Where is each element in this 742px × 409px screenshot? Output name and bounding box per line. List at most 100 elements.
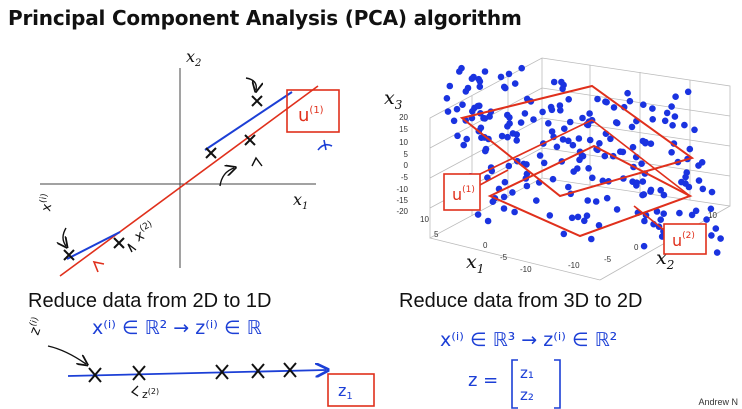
u1-pointer-mark	[317, 139, 333, 151]
scatter-point	[581, 217, 588, 225]
scatter-point	[565, 137, 572, 145]
z-tick: -5	[401, 173, 409, 182]
scatter-point	[548, 128, 556, 135]
point-arrow	[219, 168, 234, 187]
z-tick: 5	[404, 150, 409, 159]
scatter-point	[708, 232, 715, 239]
scatter-point	[501, 178, 509, 186]
projected-point	[283, 362, 297, 378]
scatter-point	[539, 108, 546, 116]
scatter-point	[660, 210, 667, 217]
scatter-point	[477, 124, 485, 132]
x2-tick: 10	[708, 211, 717, 220]
scatter-point	[671, 113, 679, 120]
scatter-point	[672, 93, 679, 100]
scatter-point	[536, 152, 544, 159]
scatter-point	[443, 95, 451, 102]
scatter-point	[450, 117, 458, 125]
vector-lhs: z =	[468, 370, 498, 391]
z-tick: 20	[399, 113, 408, 122]
scatter-point	[500, 193, 508, 201]
scatter-point	[588, 235, 595, 243]
scatter-point	[583, 212, 591, 219]
z1-line	[67, 370, 326, 376]
scatter-point	[558, 78, 565, 86]
scatter-point	[691, 126, 698, 134]
scatter-point	[513, 137, 520, 144]
z-tick: 15	[399, 125, 408, 134]
scatter-point	[707, 205, 715, 213]
scatter-point	[478, 134, 485, 141]
scatter-point	[688, 211, 696, 219]
scatter-point	[476, 83, 484, 90]
scatter-point	[511, 208, 518, 216]
scatter-point	[463, 135, 471, 143]
x1-tick: -5	[500, 253, 508, 262]
data-point	[205, 147, 217, 159]
x3-axis-label: x3	[384, 87, 403, 112]
scatter-point	[684, 88, 692, 96]
point-arrow	[63, 227, 66, 246]
scatter-point	[657, 186, 664, 194]
scatter-point	[497, 73, 505, 81]
right-caption: Reduce data from 3D to 2D	[399, 290, 643, 312]
scatter-point	[557, 107, 564, 114]
scatter-point	[682, 180, 689, 187]
scatter-point	[553, 143, 561, 151]
scatter-point	[566, 118, 574, 126]
scatter-point	[533, 197, 540, 204]
scatter-point	[500, 205, 508, 212]
scatter-point	[482, 147, 489, 155]
scatter-point	[657, 216, 664, 223]
x2-tick: 0	[634, 243, 639, 252]
scatter-point	[663, 109, 671, 117]
scatter-point	[695, 162, 702, 169]
scatter-point	[481, 115, 489, 122]
right-3d-plot: x3 20 15 10 5 0 -5 -10 -15 -20 10 5 0 -5…	[384, 57, 731, 281]
data-point	[113, 237, 125, 249]
author-credit: Andrew N	[698, 397, 738, 407]
scatter-point	[695, 177, 703, 184]
left-2d-plot: x2 x1 u(1)	[39, 47, 340, 277]
scatter-point	[610, 104, 618, 111]
scatter-point	[459, 101, 466, 108]
scatter-point	[574, 213, 582, 221]
scatter-point	[511, 80, 519, 87]
scatter-point	[474, 102, 482, 110]
scatter-point	[502, 84, 509, 92]
x1-tick: 0	[483, 241, 488, 250]
scatter-point	[549, 175, 557, 183]
scatter-point	[584, 197, 591, 204]
left-notation: x⁽ⁱ⁾ ∈ ℝ² → z⁽ⁱ⁾ ∈ ℝ z(i)	[26, 316, 375, 407]
scatter-point	[484, 217, 492, 225]
scatter-point	[561, 125, 568, 132]
scatter-point	[509, 130, 517, 137]
x1-axis-label-3d: x1	[466, 251, 484, 276]
scatter-point	[586, 136, 594, 144]
scatter-point	[506, 120, 513, 127]
scatter-point	[712, 225, 720, 232]
scatter-point	[464, 84, 472, 92]
x1-tick: -10	[520, 265, 532, 274]
z1-label: z1	[338, 381, 353, 402]
z2-arrow	[130, 385, 139, 397]
data-point	[63, 249, 75, 261]
scatter-point	[498, 132, 506, 140]
x1-axis-label: x1	[293, 190, 308, 212]
scatter-point	[668, 103, 675, 110]
scatter-point	[481, 68, 489, 75]
zi-line-label: z(i)	[26, 316, 48, 338]
scatter-point	[575, 135, 583, 142]
point-arrow	[251, 156, 263, 167]
scatter-point	[681, 121, 688, 129]
scatter-point	[579, 114, 586, 122]
scatter-point	[546, 212, 554, 219]
scatter-point	[639, 137, 647, 145]
scatter-point	[596, 140, 603, 147]
scatter-point	[661, 117, 669, 125]
scatter-point	[505, 70, 513, 78]
u1-label-3d: u(1)	[452, 185, 475, 204]
scatter-point	[628, 123, 636, 131]
